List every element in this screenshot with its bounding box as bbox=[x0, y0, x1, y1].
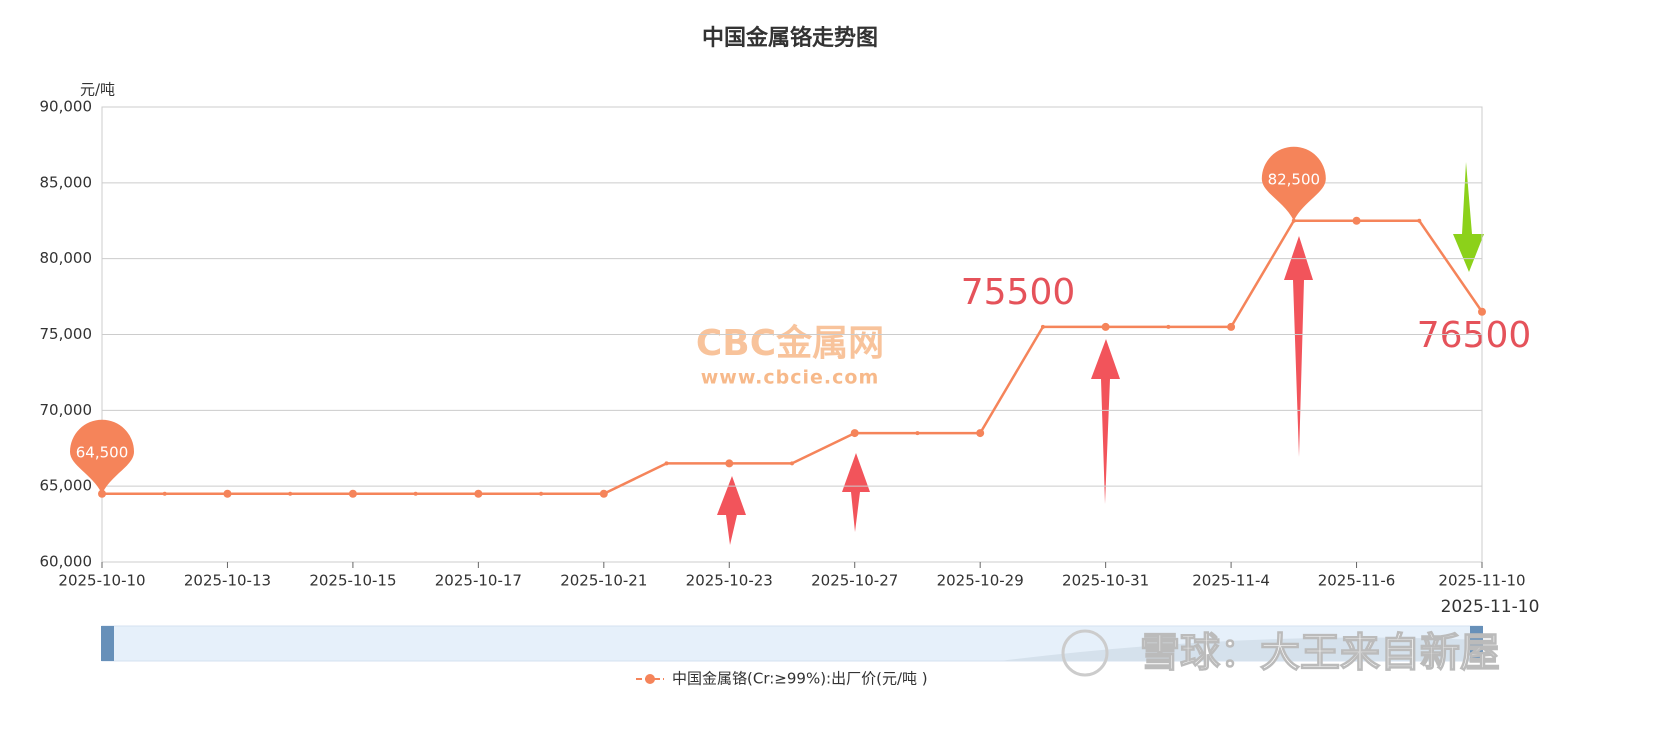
y-tick-label: 90,000 bbox=[40, 98, 93, 116]
zoom-handle[interactable] bbox=[1470, 626, 1483, 661]
point bbox=[850, 429, 859, 438]
point bbox=[1040, 324, 1045, 329]
point bbox=[1478, 307, 1486, 316]
point bbox=[915, 431, 920, 436]
point bbox=[413, 491, 418, 496]
legend-marker bbox=[645, 674, 655, 684]
x-tick-label: 2025-10-21 bbox=[560, 572, 647, 590]
y-tick-label: 85,000 bbox=[40, 173, 93, 191]
point bbox=[288, 491, 293, 496]
y-tick-label: 65,000 bbox=[40, 477, 93, 495]
point bbox=[790, 461, 794, 466]
point bbox=[664, 461, 669, 466]
value-label: 64,500 bbox=[76, 443, 129, 461]
zoom-handle[interactable] bbox=[101, 626, 114, 661]
x-tick-label: 2025-10-17 bbox=[435, 572, 522, 590]
y-tick-label: 75,000 bbox=[40, 325, 93, 343]
annotation: 76500 bbox=[1417, 315, 1532, 356]
x-tick-label: 2025-11-10 bbox=[1438, 572, 1525, 590]
point bbox=[223, 489, 232, 498]
point bbox=[1227, 322, 1236, 331]
zoom-label: 2025-11-10 bbox=[1441, 597, 1540, 617]
watermark: 雪球：大王来自新屋 bbox=[1140, 630, 1500, 676]
legend-label[interactable]: 中国金属铬(Cr:≥99%):出厂价(元/吨 ) bbox=[672, 670, 928, 688]
y-axis-label: 元/吨 bbox=[80, 81, 115, 99]
x-tick-label: 2025-10-27 bbox=[811, 572, 898, 590]
y-tick-label: 70,000 bbox=[40, 401, 93, 419]
point bbox=[539, 491, 544, 496]
y-tick-label: 60,000 bbox=[40, 553, 93, 571]
x-tick-label: 2025-11-4 bbox=[1192, 572, 1270, 590]
x-tick-label: 2025-10-10 bbox=[58, 572, 145, 590]
point bbox=[976, 429, 985, 438]
point bbox=[1101, 322, 1110, 331]
value-label: 82,500 bbox=[1268, 170, 1321, 188]
pin bbox=[1261, 146, 1326, 221]
x-tick-label: 2025-10-15 bbox=[309, 572, 396, 590]
point bbox=[1352, 216, 1361, 225]
arrows bbox=[717, 236, 1313, 545]
point bbox=[725, 459, 734, 468]
x-tick-label: 2025-10-31 bbox=[1062, 572, 1149, 590]
point bbox=[599, 489, 608, 498]
x-tick-label: 2025-10-23 bbox=[686, 572, 773, 590]
point bbox=[1166, 324, 1171, 329]
watermark: www.cbcie.com bbox=[701, 367, 880, 389]
annotation: 75500 bbox=[961, 272, 1076, 313]
pin bbox=[70, 419, 134, 494]
watermark-logo bbox=[1061, 629, 1109, 677]
zoom-shadow bbox=[102, 637, 1482, 661]
x-tick-label: 2025-10-29 bbox=[937, 572, 1024, 590]
point bbox=[162, 491, 167, 496]
chart-title: 中国金属铬走势图 bbox=[702, 25, 878, 51]
x-tick-label: 2025-11-6 bbox=[1318, 572, 1396, 590]
point bbox=[1417, 218, 1422, 223]
y-tick-label: 80,000 bbox=[40, 249, 93, 267]
arrow-down bbox=[1453, 162, 1484, 272]
watermark: CBC金属网 bbox=[696, 322, 884, 364]
x-tick-label: 2025-10-13 bbox=[184, 572, 271, 590]
point bbox=[348, 489, 357, 498]
point bbox=[474, 489, 483, 498]
